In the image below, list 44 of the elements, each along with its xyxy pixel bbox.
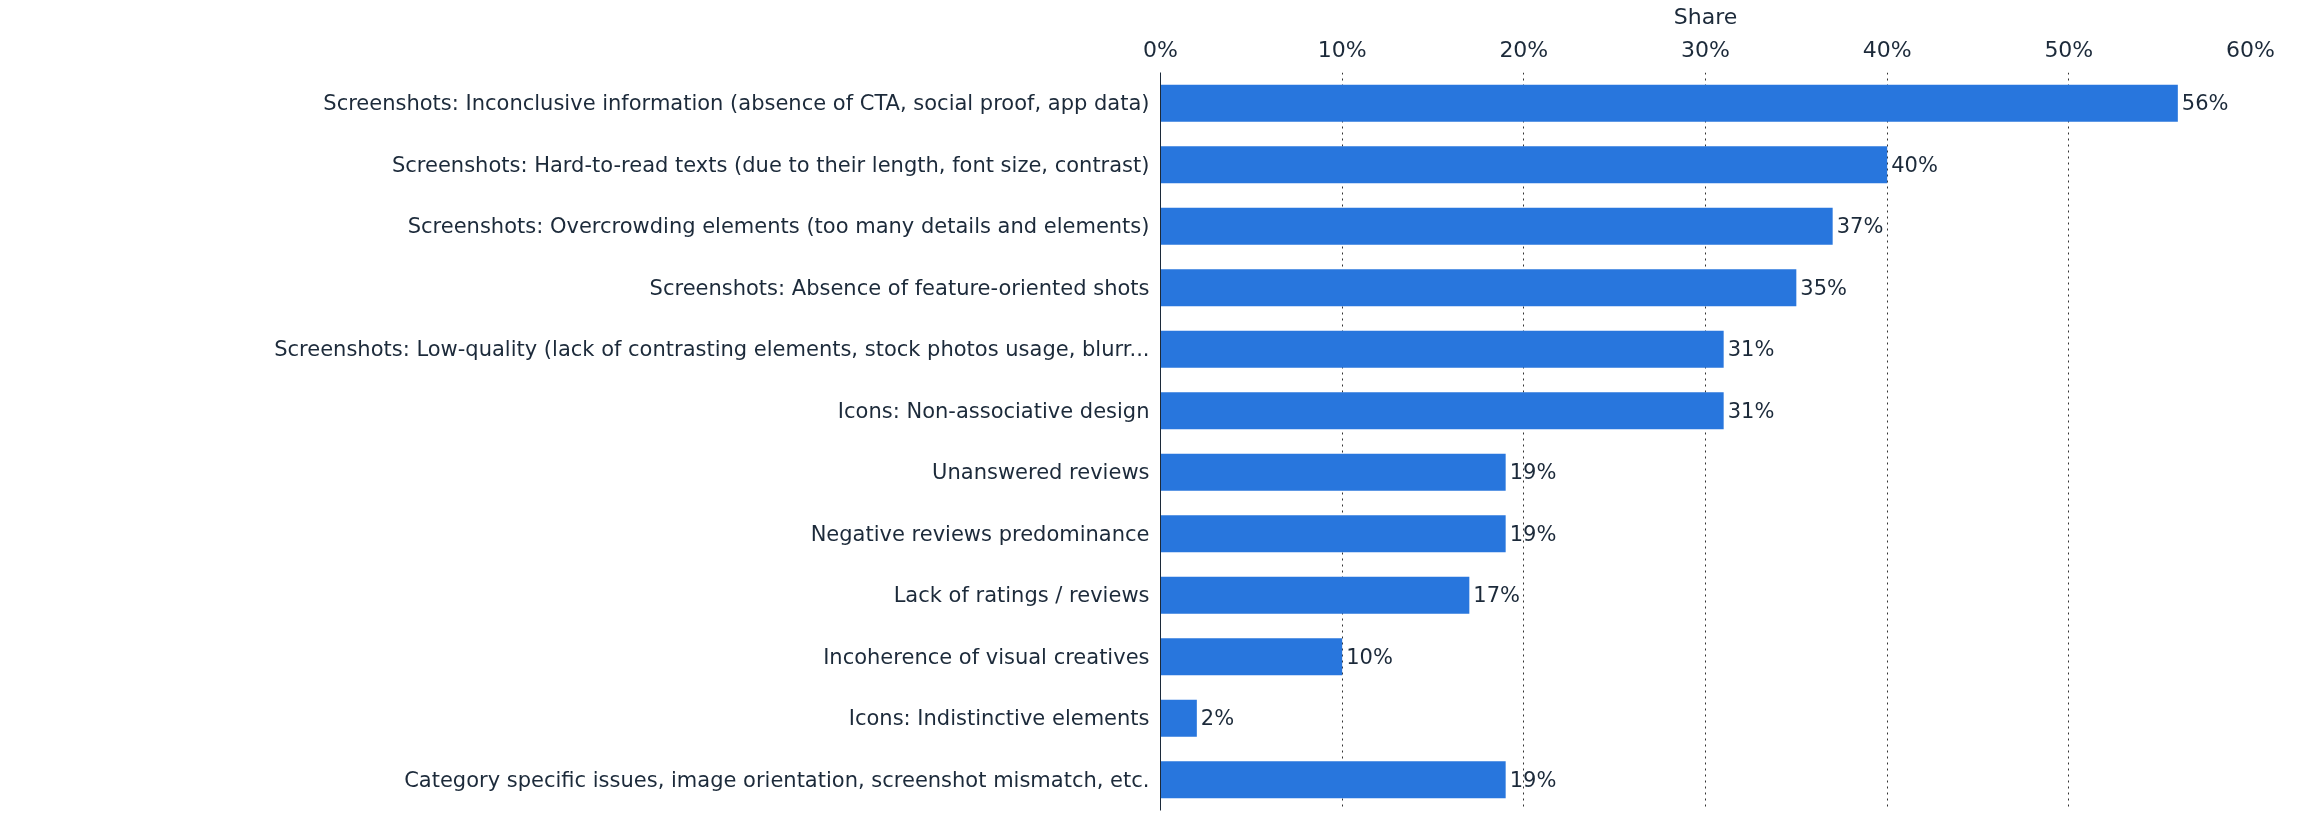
data-label: 19% (1509, 767, 1557, 792)
x-tick-label: 0% (1143, 36, 1178, 62)
y-tick-label: Category specific issues, image orientation, screenshot mismatch, etc. (404, 767, 1150, 792)
bar (1160, 330, 1724, 368)
y-tick-label: Negative reviews predominance (810, 521, 1150, 546)
y-tick-label: Incoherence of visual creatives (823, 644, 1150, 669)
data-label: 35% (1800, 275, 1848, 300)
y-tick-label: Unanswered reviews (932, 460, 1150, 485)
y-tick-label: Icons: Non-associative design (837, 398, 1150, 423)
data-label: 31% (1727, 398, 1775, 423)
data-label: 31% (1727, 337, 1775, 362)
bar (1160, 207, 1833, 245)
y-tick-label: Lack of ratings / reviews (893, 583, 1150, 608)
x-tick-label: 20% (1499, 36, 1549, 62)
x-tick-label: 30% (1681, 36, 1730, 62)
data-label: 10% (1346, 644, 1393, 669)
data-label: 40% (1891, 152, 1938, 177)
bar (1160, 638, 1343, 676)
y-tick-label: Screenshots: Hard-to-read texts (due to their length, font size, contrast) (391, 152, 1150, 177)
bar (1160, 84, 2178, 122)
data-label: 17% (1473, 583, 1521, 608)
y-tick-label: Screenshots: Low-quality (lack of contrasting elements, stock photos usage, blurr... (274, 337, 1150, 362)
data-label: 37% (1836, 214, 1884, 239)
data-label: 2% (1200, 706, 1235, 731)
data-label: 19% (1509, 521, 1557, 546)
y-tick-label: Screenshots: Overcrowding elements (too many details and elements) (407, 214, 1150, 239)
bar (1160, 146, 1888, 184)
bar (1160, 453, 1506, 491)
bar (1160, 515, 1506, 553)
data-label: 56% (2181, 91, 2229, 116)
bar (1160, 576, 1470, 614)
y-tick-label: Icons: Indistinctive elements (848, 706, 1150, 731)
x-tick-label: 50% (2044, 36, 2094, 62)
bar (1160, 392, 1724, 430)
x-tick-label: 10% (1317, 36, 1367, 62)
x-axis-title: Share (1673, 3, 1738, 29)
bar (1160, 761, 1506, 799)
data-label: 19% (1509, 460, 1557, 485)
y-tick-label: Screenshots: Absence of feature-oriented shots (649, 275, 1150, 300)
bar (1160, 699, 1197, 737)
y-tick-label: Screenshots: Inconclusive information (absence of CTA, social proof, app data) (323, 91, 1150, 116)
x-tick-label: 60% (2226, 36, 2275, 62)
bar (1160, 269, 1797, 307)
x-tick-label: 40% (1862, 36, 1912, 62)
